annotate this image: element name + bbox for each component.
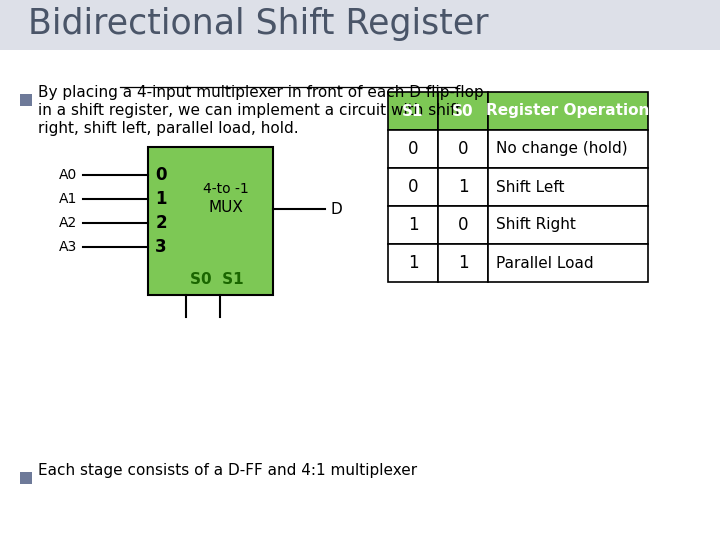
FancyBboxPatch shape	[488, 168, 648, 206]
FancyBboxPatch shape	[488, 244, 648, 282]
Text: A2: A2	[59, 216, 77, 230]
FancyBboxPatch shape	[438, 168, 488, 206]
Text: 2: 2	[156, 214, 167, 232]
FancyBboxPatch shape	[438, 206, 488, 244]
Text: 0: 0	[408, 178, 418, 196]
Text: S1: S1	[402, 104, 424, 118]
Text: right, shift left, parallel load, hold.: right, shift left, parallel load, hold.	[38, 121, 299, 136]
FancyBboxPatch shape	[438, 130, 488, 168]
Text: 0: 0	[408, 140, 418, 158]
FancyBboxPatch shape	[388, 168, 438, 206]
Text: Shift Left: Shift Left	[496, 179, 564, 194]
Text: A0: A0	[59, 168, 77, 182]
FancyBboxPatch shape	[438, 244, 488, 282]
Text: 1: 1	[458, 254, 468, 272]
Text: 4-to -1: 4-to -1	[202, 182, 248, 196]
Text: 0: 0	[458, 216, 468, 234]
FancyBboxPatch shape	[388, 92, 438, 130]
Text: 0: 0	[156, 166, 167, 184]
FancyBboxPatch shape	[488, 206, 648, 244]
Text: A1: A1	[58, 192, 77, 206]
FancyBboxPatch shape	[20, 472, 32, 484]
Text: 1: 1	[156, 190, 167, 208]
FancyBboxPatch shape	[148, 147, 273, 295]
Text: A3: A3	[59, 240, 77, 254]
FancyBboxPatch shape	[388, 206, 438, 244]
Text: No change (hold): No change (hold)	[496, 141, 628, 157]
Text: Shift Right: Shift Right	[496, 218, 576, 233]
Text: in a shift register, we can implement a circuit with shift: in a shift register, we can implement a …	[38, 103, 462, 118]
Text: MUX: MUX	[208, 199, 243, 214]
Text: 0: 0	[458, 140, 468, 158]
FancyBboxPatch shape	[20, 94, 32, 106]
Text: 3: 3	[156, 238, 167, 256]
Text: By placing a 4-input multiplexer in front of each D flip-flop: By placing a 4-input multiplexer in fron…	[38, 85, 484, 100]
Text: S0  S1: S0 S1	[190, 272, 243, 287]
Text: 1: 1	[458, 178, 468, 196]
Text: Each stage consists of a D-FF and 4:1 multiplexer: Each stage consists of a D-FF and 4:1 mu…	[38, 463, 417, 478]
FancyBboxPatch shape	[388, 130, 438, 168]
Text: Parallel Load: Parallel Load	[496, 255, 593, 271]
Text: 1: 1	[408, 216, 418, 234]
FancyBboxPatch shape	[488, 92, 648, 130]
Text: S0: S0	[452, 104, 474, 118]
FancyBboxPatch shape	[488, 130, 648, 168]
Text: 1: 1	[408, 254, 418, 272]
FancyBboxPatch shape	[388, 244, 438, 282]
Text: Register Operation: Register Operation	[486, 104, 649, 118]
FancyBboxPatch shape	[0, 0, 720, 50]
Text: Bidirectional Shift Register: Bidirectional Shift Register	[28, 7, 489, 41]
FancyBboxPatch shape	[438, 92, 488, 130]
Text: D: D	[331, 201, 343, 217]
